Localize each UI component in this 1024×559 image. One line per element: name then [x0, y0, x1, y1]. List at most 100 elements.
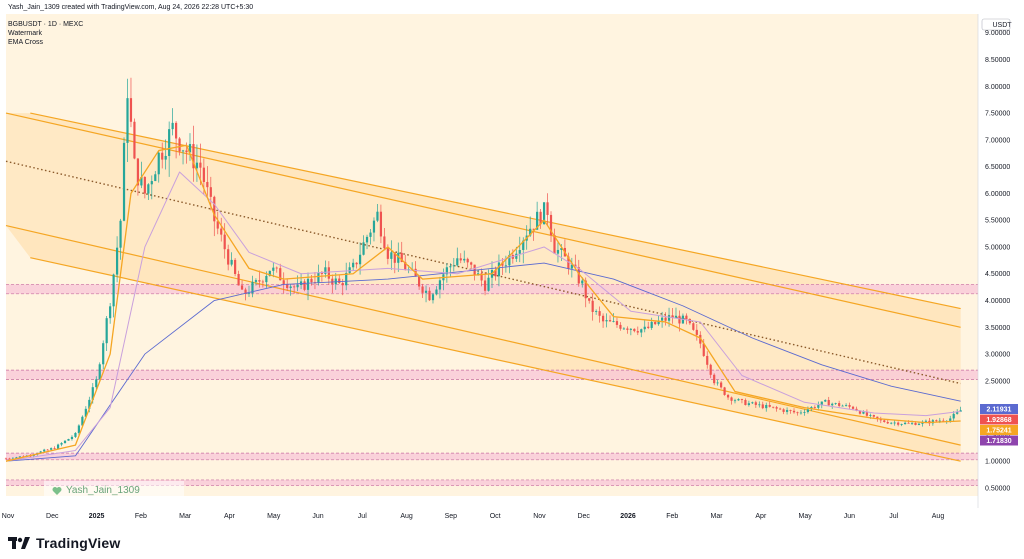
candle-body-91 [320, 272, 323, 274]
x-tick-label-14: 2026 [620, 513, 636, 520]
y-tick-label-10: 4.00000 [985, 298, 1010, 305]
candle-body-269 [938, 420, 941, 422]
x-tick-label-18: May [799, 513, 813, 520]
candle-body-270 [942, 420, 945, 422]
candle-body-180 [629, 328, 632, 330]
candle-body-248 [865, 411, 869, 416]
candle-body-73 [258, 280, 261, 282]
candle-body-229 [799, 412, 803, 414]
candle-body-220 [768, 404, 771, 407]
watermark-text: Yash_Jain_1309 [66, 485, 140, 496]
candle-body-75 [265, 275, 268, 283]
candle-body-234 [817, 405, 820, 408]
candle-body-29 [105, 318, 108, 344]
candle-body-168 [588, 298, 591, 301]
candle-body-183 [640, 329, 643, 333]
candle-body-47 [168, 129, 171, 156]
channel-lower-outer [30, 257, 961, 462]
candle-body-24 [88, 399, 91, 409]
candle-body-193 [674, 315, 678, 318]
candle-body-60 [213, 196, 216, 222]
candle-body-257 [897, 422, 900, 425]
candle-body-215 [751, 402, 754, 404]
candle-body-81 [286, 284, 289, 289]
candle-body-108 [379, 211, 383, 237]
candle-body-231 [806, 409, 809, 413]
candle-body-216 [754, 402, 757, 405]
candle-body-205 [716, 382, 719, 384]
candle-body-204 [713, 374, 716, 384]
candle-body-178 [622, 328, 626, 330]
candle-body-212 [740, 399, 744, 400]
candle-body-4 [18, 456, 21, 458]
price-label-1: 1.92868 [986, 417, 1011, 424]
candle-body-209 [730, 397, 733, 401]
candle-body-52 [185, 150, 188, 153]
candle-body-187 [654, 321, 657, 325]
candle-body-31 [112, 274, 115, 307]
candle-body-167 [584, 280, 587, 299]
candle-body-49 [175, 122, 178, 139]
candle-body-123 [431, 294, 435, 301]
candle-body-121 [424, 290, 428, 293]
candle-body-242 [844, 405, 848, 406]
x-tick-label-12: Nov [533, 513, 546, 520]
candle-body-56 [199, 162, 202, 168]
candle-body-246 [858, 410, 862, 414]
candle-body-59 [209, 187, 212, 197]
candle-body-122 [428, 290, 431, 301]
candle-body-40 [143, 176, 146, 194]
candle-body-22 [81, 416, 84, 426]
currency-box [981, 18, 1011, 31]
x-tick-label-6: May [267, 513, 281, 520]
candle-body-159 [556, 249, 560, 254]
tradingview-logo[interactable]: TradingView [8, 535, 120, 551]
candle-body-11 [43, 449, 46, 452]
symbol-line: BGBUSDT · 1D · MEXC [8, 21, 84, 28]
candle-body-247 [862, 411, 865, 414]
candle-body-217 [758, 404, 761, 406]
candle-body-94 [331, 278, 334, 285]
candle-body-253 [883, 420, 886, 422]
candle-body-219 [765, 404, 768, 409]
x-tick-label-15: Feb [666, 513, 678, 520]
x-tick-label-19: Jun [844, 513, 855, 520]
candle-body-252 [879, 419, 882, 421]
candle-body-115 [404, 261, 407, 270]
candle-body-200 [699, 334, 702, 344]
indicator-ema-cross: EMA Cross [8, 39, 44, 46]
y-tick-label-16: 1.00000 [985, 459, 1010, 466]
zone-0 [6, 284, 978, 294]
candle-body-51 [181, 150, 185, 152]
candle-body-239 [834, 403, 837, 404]
candle-body-109 [383, 236, 386, 249]
candle-body-171 [598, 311, 601, 316]
y-tick-label-5: 6.50000 [985, 164, 1010, 171]
candle-body-201 [702, 343, 705, 356]
candle-body-99 [348, 267, 351, 273]
candle-body-250 [872, 415, 875, 417]
candle-body-134 [470, 262, 473, 265]
candle-body-12 [46, 449, 49, 451]
candle-body-107 [376, 211, 379, 221]
candle-body-272 [949, 418, 952, 421]
indicator-watermark: Watermark [8, 30, 42, 37]
currency-label: USDT [992, 22, 1012, 29]
candle-body-190 [664, 317, 667, 321]
zone-3 [6, 479, 978, 486]
watermark: Yash_Jain_1309 [44, 481, 184, 500]
channel-mid-dotted [5, 160, 961, 385]
x-tick-label-13: Dec [577, 513, 590, 520]
candle-body-191 [667, 315, 671, 321]
candle-body-44 [157, 152, 160, 175]
x-tick-label-4: Mar [179, 513, 192, 520]
x-tick-label-3: Feb [135, 513, 147, 520]
candle-body-261 [910, 422, 914, 424]
candle-body-202 [706, 355, 709, 365]
candle-body-197 [688, 319, 691, 324]
channel-fill [6, 113, 961, 446]
candle-body-144 [504, 265, 507, 267]
heart-icon [52, 486, 62, 495]
